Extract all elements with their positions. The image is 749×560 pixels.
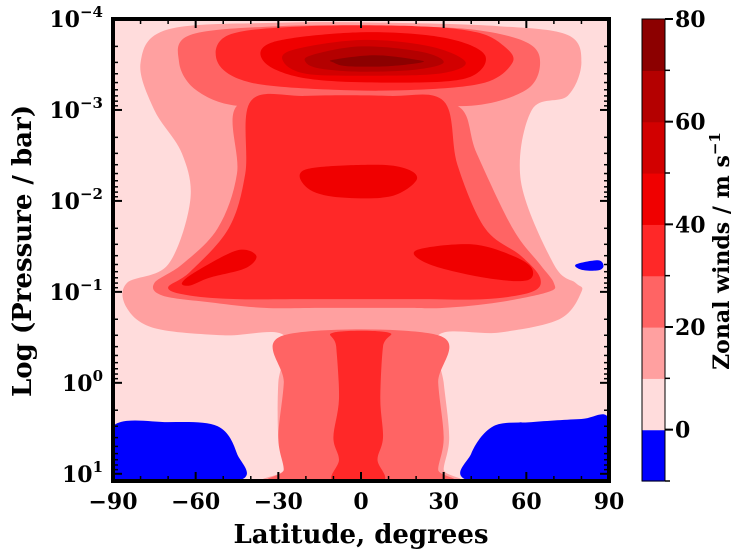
colorbar-swatch <box>642 429 665 482</box>
y-tick-label-exponent: −4 <box>80 3 103 21</box>
y-tick-label: 10−2 <box>49 185 103 215</box>
y-tick-label-base: 10 <box>49 7 80 33</box>
y-tick-label: 10−3 <box>49 94 103 124</box>
y-tick-label-base: 10 <box>49 98 80 124</box>
colorbar-swatch <box>642 19 665 71</box>
y-axis-title: Log (Pressure / bar) <box>8 105 38 397</box>
contour-plot <box>113 19 609 481</box>
x-tick-label: −30 <box>254 489 303 515</box>
y-tick-label: 101 <box>62 458 103 488</box>
colorbar-tick-label: 20 <box>675 315 706 341</box>
y-tick-label: 100 <box>62 367 103 397</box>
y-tick-label: 10−4 <box>49 3 103 33</box>
y-tick-label-base: 10 <box>49 280 80 306</box>
contour-region-column-30 <box>330 330 392 481</box>
x-tick-label: 60 <box>511 489 542 515</box>
colorbar-swatch <box>642 378 665 431</box>
contour-fill-group <box>113 19 609 481</box>
colorbar-title: Zonal winds / m s−1 <box>706 132 735 370</box>
y-tick-label-base: 10 <box>62 371 93 397</box>
x-tick-label: 0 <box>353 489 368 515</box>
contour-region-easterly-cell-north <box>575 260 604 271</box>
colorbar-tick-label: 80 <box>675 7 706 33</box>
y-tick-label: 10−1 <box>49 276 103 306</box>
colorbar-swatch <box>642 275 665 328</box>
x-tick-label: −90 <box>88 489 137 515</box>
x-tick-label: 90 <box>594 489 625 515</box>
colorbar-swatch <box>642 70 665 123</box>
y-tick-label-exponent: 0 <box>93 367 103 385</box>
colorbar-frame <box>641 18 666 482</box>
colorbar-swatch <box>642 121 665 174</box>
y-tick-label-exponent: −2 <box>80 185 103 203</box>
colorbar-swatch <box>642 224 665 277</box>
y-tick-label-exponent: 1 <box>93 458 103 476</box>
colorbar-swatch <box>642 173 665 225</box>
colorbar: 0 20 40 60 80 <box>641 7 706 482</box>
contour-region-band-70 <box>329 55 424 67</box>
x-axis-title: Latitude, degrees <box>233 520 488 550</box>
contour-region-easterly-north <box>460 414 609 481</box>
colorbar-title-sup: −1 <box>706 132 724 155</box>
x-tick-label: 30 <box>428 489 459 515</box>
x-tick-label: −60 <box>171 489 220 515</box>
colorbar-tick-label: 40 <box>675 212 706 238</box>
y-tick-label-base: 10 <box>62 462 93 488</box>
y-tick-label-base: 10 <box>49 189 80 215</box>
y-tick-label-exponent: −1 <box>80 276 103 294</box>
colorbar-swatch <box>642 327 665 379</box>
contour-region-band-40-ne <box>413 244 534 282</box>
contour-region-band-40-sw <box>181 249 257 286</box>
colorbar-tick-label: 60 <box>675 110 706 136</box>
contour-region-easterly-south <box>113 420 247 481</box>
colorbar-tick-label: 0 <box>675 418 690 444</box>
y-tick-label-exponent: −3 <box>80 94 103 112</box>
contour-region-band-40-mid <box>299 164 418 199</box>
colorbar-title-main: Zonal winds / m s <box>709 155 735 370</box>
